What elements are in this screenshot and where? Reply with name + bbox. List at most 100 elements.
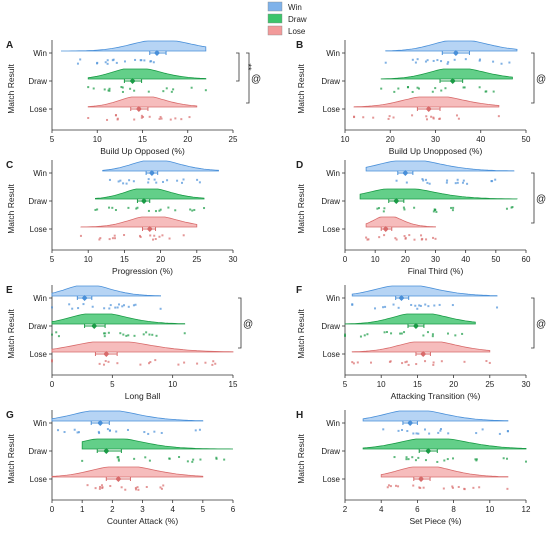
panel-label: G bbox=[6, 410, 14, 421]
data-point-lose bbox=[422, 486, 425, 489]
data-point-win bbox=[127, 305, 130, 308]
data-point-win bbox=[176, 179, 179, 182]
data-point-lose bbox=[159, 486, 162, 489]
data-point-draw bbox=[383, 207, 386, 210]
data-point-win bbox=[104, 61, 107, 64]
data-point-win bbox=[97, 430, 100, 433]
series-draw bbox=[87, 68, 207, 93]
density-lose bbox=[380, 466, 509, 478]
data-point-draw bbox=[400, 332, 403, 335]
data-point-draw bbox=[434, 87, 437, 90]
data-point-lose bbox=[388, 115, 391, 118]
data-point-lose bbox=[425, 238, 428, 241]
data-point-win bbox=[414, 61, 417, 64]
legend-label-win: Win bbox=[288, 3, 302, 12]
legend-label-lose: Lose bbox=[288, 27, 306, 36]
y-tick-label-draw: Draw bbox=[28, 197, 47, 206]
data-point-win bbox=[166, 179, 169, 182]
data-point-win bbox=[415, 432, 418, 435]
data-point-draw bbox=[108, 87, 111, 90]
data-point-win bbox=[73, 428, 76, 431]
x-tick-label: 25 bbox=[192, 255, 201, 264]
data-point-draw bbox=[461, 332, 464, 335]
data-point-lose bbox=[158, 235, 161, 238]
x-tick-label: 30 bbox=[229, 255, 238, 264]
data-point-draw bbox=[403, 331, 406, 334]
sig-label: ** bbox=[243, 63, 253, 71]
data-point-draw bbox=[193, 208, 196, 211]
data-point-lose bbox=[351, 361, 354, 364]
data-point-draw bbox=[148, 459, 151, 462]
x-tick-label: 4 bbox=[170, 505, 175, 514]
data-point-lose bbox=[138, 234, 141, 237]
data-point-draw bbox=[402, 206, 405, 209]
data-point-draw bbox=[382, 210, 385, 213]
data-point-lose bbox=[387, 117, 390, 120]
data-point-draw bbox=[183, 332, 186, 335]
x-tick-label: 5 bbox=[343, 380, 348, 389]
data-point-win bbox=[424, 303, 427, 306]
data-point-win bbox=[181, 181, 184, 184]
density-win bbox=[61, 40, 207, 52]
data-point-lose bbox=[136, 486, 139, 489]
y-tick-label-lose: Lose bbox=[323, 350, 341, 359]
data-point-win bbox=[57, 429, 60, 432]
x-axis-title: Progression (%) bbox=[112, 266, 173, 276]
data-point-draw bbox=[186, 460, 189, 463]
x-tick-label: 8 bbox=[451, 505, 456, 514]
panel-b: B Match Result 10 20 30 40 50 Build Up Unoppose… bbox=[296, 40, 546, 156]
panel-label: D bbox=[296, 160, 303, 171]
data-point-draw bbox=[189, 208, 192, 211]
data-point-win bbox=[424, 178, 427, 181]
data-point-win bbox=[125, 182, 128, 185]
data-point-draw bbox=[191, 460, 194, 463]
data-point-draw bbox=[463, 86, 466, 89]
density-lose bbox=[80, 216, 198, 228]
data-point-draw bbox=[452, 206, 455, 209]
mean-marker-win bbox=[153, 50, 160, 56]
series-lose bbox=[51, 341, 234, 366]
data-point-draw bbox=[111, 206, 114, 209]
data-point-win bbox=[134, 58, 137, 61]
data-point-win bbox=[447, 61, 450, 64]
data-point-lose bbox=[169, 118, 172, 121]
mean-marker-draw bbox=[393, 198, 400, 204]
data-point-draw bbox=[380, 87, 383, 90]
data-point-win bbox=[414, 304, 417, 307]
data-point-win bbox=[143, 431, 146, 434]
mean-marker-lose bbox=[103, 351, 110, 357]
data-point-lose bbox=[397, 485, 400, 488]
x-tick-label: 10 bbox=[168, 380, 177, 389]
data-point-win bbox=[411, 58, 414, 61]
data-point-lose bbox=[104, 360, 107, 363]
density-draw bbox=[51, 313, 186, 325]
density-draw bbox=[359, 188, 518, 200]
data-point-draw bbox=[417, 456, 420, 459]
x-tick-label: 5 bbox=[110, 380, 115, 389]
y-axis-title: Match Result bbox=[296, 64, 306, 114]
data-point-win bbox=[152, 61, 155, 64]
mean-marker-draw bbox=[425, 448, 432, 454]
x-tick-label: 0 bbox=[50, 505, 55, 514]
data-point-win bbox=[418, 304, 421, 307]
mean-marker-lose bbox=[115, 476, 122, 482]
legend-label-draw: Draw bbox=[288, 15, 307, 24]
data-point-lose bbox=[134, 486, 137, 489]
data-point-draw bbox=[168, 457, 171, 460]
series-draw bbox=[94, 188, 206, 213]
data-point-draw bbox=[422, 334, 425, 337]
series-lose bbox=[353, 96, 500, 121]
panel-label: B bbox=[296, 40, 303, 51]
x-tick-label: 10 bbox=[485, 505, 494, 514]
data-point-lose bbox=[463, 360, 466, 363]
data-point-lose bbox=[160, 487, 163, 490]
data-point-win bbox=[438, 303, 441, 306]
data-point-win bbox=[106, 62, 109, 65]
data-point-draw bbox=[162, 90, 165, 93]
y-tick-label-win: Win bbox=[33, 419, 47, 428]
data-point-win bbox=[451, 304, 454, 307]
sig-bracket bbox=[236, 52, 240, 82]
mean-marker-lose bbox=[418, 476, 425, 482]
data-point-draw bbox=[142, 333, 145, 336]
data-point-draw bbox=[383, 331, 386, 334]
